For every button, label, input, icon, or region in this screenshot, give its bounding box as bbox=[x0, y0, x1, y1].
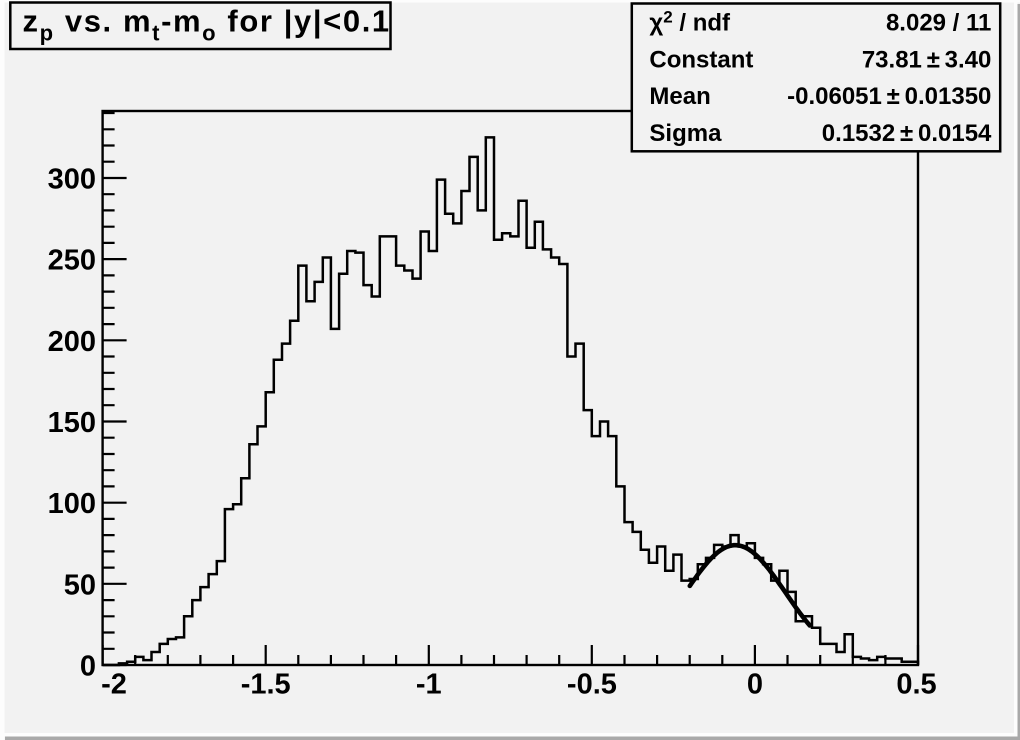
svg-text:150: 150 bbox=[48, 407, 96, 439]
svg-text:73.81 ± 3.40: 73.81 ± 3.40 bbox=[862, 46, 992, 73]
svg-text:χ2 / ndf: χ2 / ndf bbox=[649, 8, 731, 37]
svg-text:200: 200 bbox=[48, 326, 96, 358]
svg-text:Constant: Constant bbox=[649, 46, 753, 73]
svg-text:0.1532 ± 0.0154: 0.1532 ± 0.0154 bbox=[822, 120, 992, 147]
svg-text:8.029 / 11: 8.029 / 11 bbox=[886, 10, 991, 37]
svg-text:Mean: Mean bbox=[649, 83, 710, 110]
svg-text:Sigma: Sigma bbox=[649, 120, 722, 147]
svg-text:250: 250 bbox=[48, 245, 96, 277]
svg-text:0: 0 bbox=[747, 669, 763, 701]
svg-text:-2: -2 bbox=[101, 669, 127, 701]
svg-text:0.5: 0.5 bbox=[896, 669, 936, 701]
svg-text:50: 50 bbox=[64, 569, 96, 601]
svg-text:-0.06051 ± 0.01350: -0.06051 ± 0.01350 bbox=[787, 83, 991, 110]
svg-text:-1.5: -1.5 bbox=[241, 669, 291, 701]
svg-text:100: 100 bbox=[48, 488, 96, 520]
svg-text:-1: -1 bbox=[416, 669, 442, 701]
svg-text:300: 300 bbox=[48, 164, 96, 196]
svg-text:0: 0 bbox=[80, 651, 96, 683]
svg-text:-0.5: -0.5 bbox=[567, 669, 617, 701]
